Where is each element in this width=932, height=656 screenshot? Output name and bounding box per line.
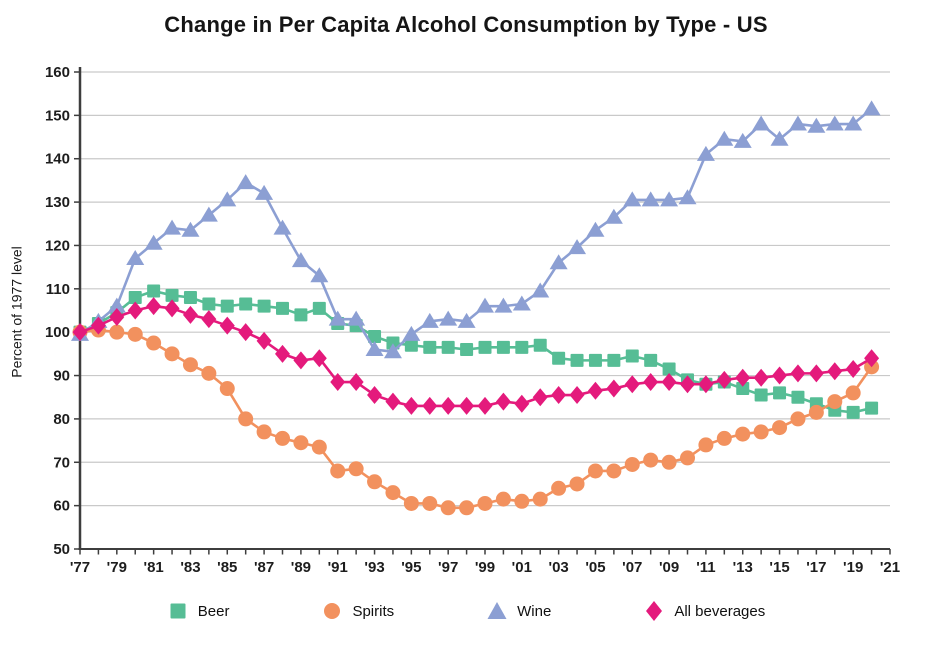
svg-text:100: 100 [45,324,70,341]
svg-text:80: 80 [53,411,70,428]
svg-text:'77: '77 [70,559,90,576]
svg-text:140: 140 [45,151,70,168]
chart-canvas: 50 60 70 80 90 100 110 120 130 140 150 160 '77 '79 '81… [45,64,900,576]
svg-text:'87: '87 [254,559,274,576]
svg-text:'15: '15 [769,559,789,576]
svg-text:'01: '01 [512,559,532,576]
svg-text:130: 130 [45,194,70,211]
svg-text:'19: '19 [843,559,863,576]
svg-text:70: 70 [53,454,70,471]
svg-text:60: 60 [53,498,70,515]
legend-label-spirits: Spirits [352,602,395,620]
svg-text:'11: '11 [696,559,715,576]
svg-text:160: 160 [45,64,70,81]
legend-item-all-beverages: All beverages [643,600,765,622]
square-marker-icon [170,603,186,619]
svg-text:'99: '99 [475,559,495,576]
legend-label-all-beverages: All beverages [674,602,766,620]
svg-text:'89: '89 [291,559,311,576]
svg-text:'05: '05 [585,559,605,576]
svg-text:'93: '93 [364,559,384,576]
legend-item-spirits: Spirits [321,600,394,622]
svg-text:110: 110 [46,281,70,298]
diamond-marker-icon [646,601,663,621]
legend: Beer Spirits Wine All beverages [0,600,932,622]
svg-text:'81: '81 [144,559,164,576]
svg-text:'07: '07 [622,559,642,576]
svg-text:'79: '79 [107,559,127,576]
circle-marker-icon [324,603,341,619]
svg-text:'21: '21 [880,559,900,576]
y-axis-ticks: 50 60 70 80 90 100 110 120 130 140 150 160 [45,64,80,558]
legend-item-beer: Beer [167,600,230,622]
legend-item-wine: Wine [486,600,551,622]
svg-text:'95: '95 [401,559,421,576]
gridlines [80,71,890,507]
legend-label-wine: Wine [517,602,552,620]
svg-text:120: 120 [45,237,70,254]
svg-text:'17: '17 [806,559,826,576]
chart-title: Change in Per Capita Alcohol Consumption… [164,12,768,37]
svg-text:'03: '03 [549,559,569,576]
x-axis-ticks: '77 '79 '81 '83 '85 '87 '89 '91 '93 '95 '97 '99 '01 '… [70,549,900,576]
series-beer [73,284,879,419]
svg-text:50: 50 [53,541,70,558]
svg-text:'97: '97 [438,559,458,576]
svg-text:'09: '09 [659,559,679,576]
triangle-marker-icon [487,602,507,619]
svg-text:'83: '83 [180,559,200,576]
legend-label-beer: Beer [197,602,230,620]
svg-text:'85: '85 [217,559,237,576]
series-all-beverages [72,297,880,415]
svg-text:90: 90 [53,368,70,385]
svg-text:'13: '13 [733,559,753,576]
svg-text:150: 150 [45,107,70,124]
svg-text:'91: '91 [328,559,348,576]
